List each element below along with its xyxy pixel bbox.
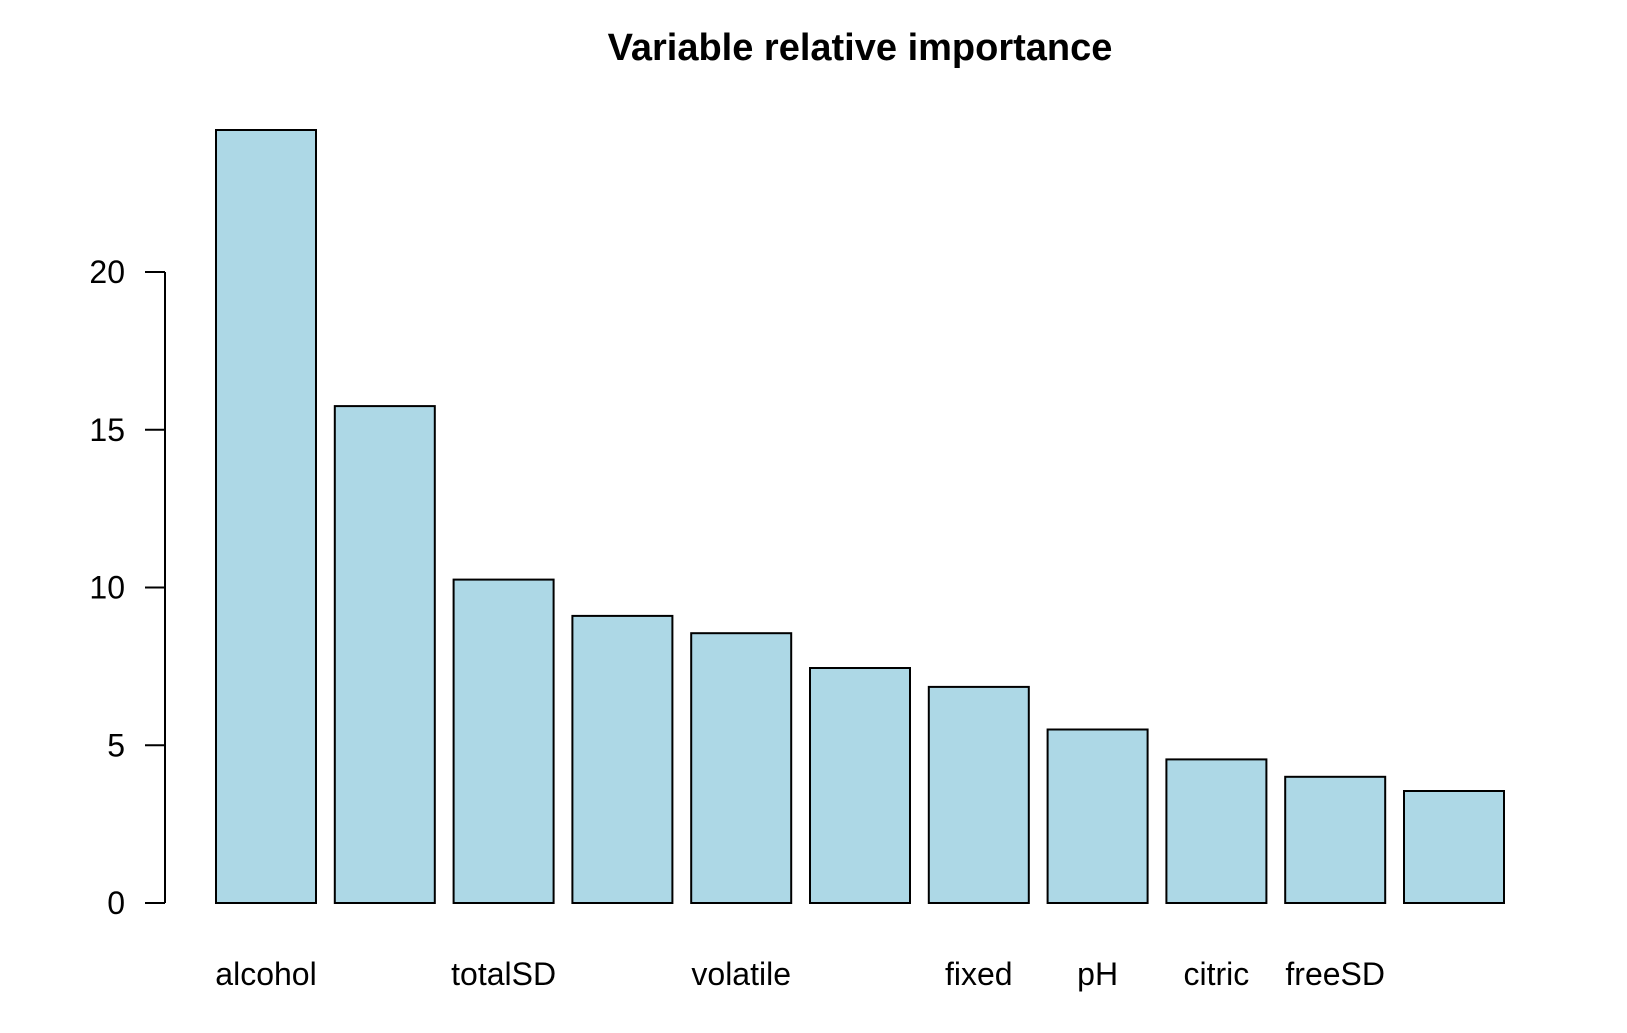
chart-title: Variable relative importance <box>608 27 1113 69</box>
category-label-freeSD: freeSD <box>1285 956 1385 992</box>
y-axis: 0 5 10 15 20 <box>89 254 166 921</box>
bar-11 <box>1403 790 1505 904</box>
bar-3 <box>452 578 555 904</box>
category-label-fixed: fixed <box>945 956 1013 992</box>
bar-6 <box>809 667 911 904</box>
category-label-alcohol: alcohol <box>215 956 316 992</box>
bar-10 <box>1284 775 1387 904</box>
bars-group <box>215 129 1505 905</box>
category-label-volatile: volatile <box>691 956 791 992</box>
category-label-totalSD: totalSD <box>451 956 556 992</box>
bar-9 <box>1165 758 1268 905</box>
category-label-citric: citric <box>1184 956 1250 992</box>
y-tick-label-15: 15 <box>89 412 125 448</box>
bar-5 <box>690 632 793 904</box>
y-tick-label-0: 0 <box>107 885 125 921</box>
y-tick-label-20: 20 <box>89 254 125 290</box>
bar-8 <box>1046 728 1149 904</box>
category-label-pH: pH <box>1077 956 1118 992</box>
x-axis-labels: alcohol totalSD volatile fixed pH citric freeS… <box>215 956 1385 992</box>
bar-2 <box>333 405 436 904</box>
bar-7 <box>927 685 1030 905</box>
bar-1 <box>215 129 317 904</box>
bar-4 <box>571 614 674 905</box>
y-tick-label-10: 10 <box>89 570 125 606</box>
y-tick-label-5: 5 <box>107 727 125 763</box>
